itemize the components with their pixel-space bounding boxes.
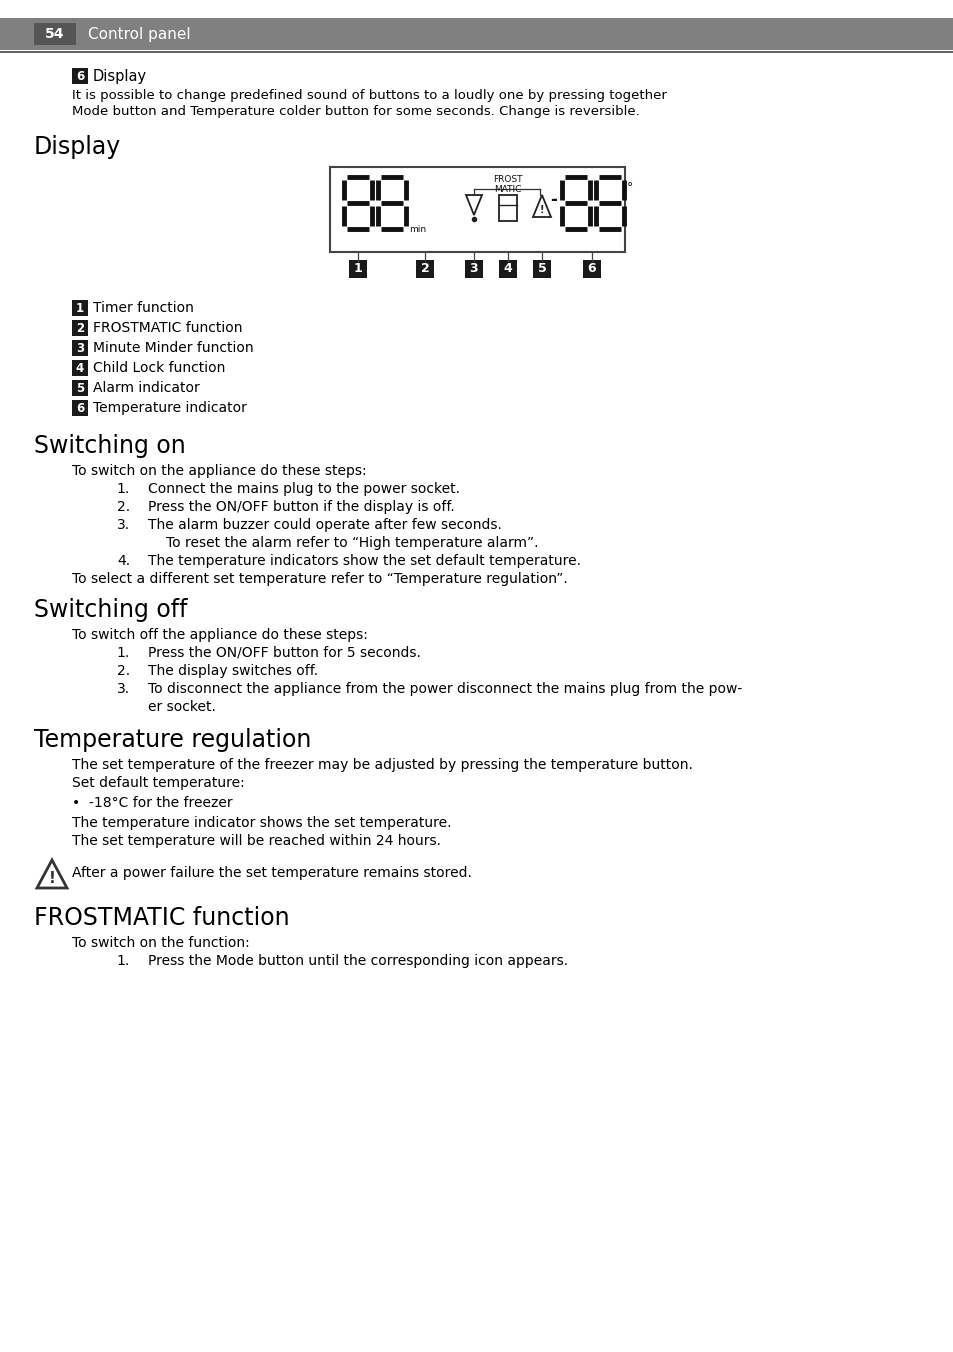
Text: The alarm buzzer could operate after few seconds.: The alarm buzzer could operate after few… <box>148 518 501 531</box>
Text: Control panel: Control panel <box>88 27 191 42</box>
Text: Press the ON/OFF button for 5 seconds.: Press the ON/OFF button for 5 seconds. <box>148 646 420 660</box>
Text: The temperature indicator shows the set temperature.: The temperature indicator shows the set … <box>71 817 451 830</box>
Text: 3: 3 <box>469 262 477 276</box>
Text: 2: 2 <box>420 262 429 276</box>
Text: FROST: FROST <box>493 174 522 184</box>
Text: 4: 4 <box>76 361 84 375</box>
Bar <box>71 339 88 356</box>
Text: FROSTMATIC function: FROSTMATIC function <box>34 906 290 930</box>
Text: 1: 1 <box>354 262 362 276</box>
Text: The display switches off.: The display switches off. <box>148 664 317 677</box>
Bar <box>464 260 482 279</box>
Text: To reset the alarm refer to “High temperature alarm”.: To reset the alarm refer to “High temper… <box>166 535 537 550</box>
Text: 4.: 4. <box>117 554 130 568</box>
Bar <box>416 260 434 279</box>
Text: After a power failure the set temperature remains stored.: After a power failure the set temperatur… <box>71 867 472 880</box>
Text: Connect the mains plug to the power socket.: Connect the mains plug to the power sock… <box>148 483 459 496</box>
Text: Alarm indicator: Alarm indicator <box>92 381 199 395</box>
Text: 3.: 3. <box>117 518 130 531</box>
Text: 6: 6 <box>76 402 84 415</box>
Text: 2.: 2. <box>117 664 130 677</box>
Text: 6: 6 <box>587 262 596 276</box>
Text: 1: 1 <box>76 301 84 315</box>
Text: 6: 6 <box>76 69 84 82</box>
Text: Timer function: Timer function <box>92 301 193 315</box>
Text: The temperature indicators show the set default temperature.: The temperature indicators show the set … <box>148 554 580 568</box>
Text: Temperature regulation: Temperature regulation <box>34 727 311 752</box>
Bar <box>498 195 517 220</box>
Text: !: ! <box>49 871 55 886</box>
Bar <box>71 400 88 416</box>
Text: To switch on the appliance do these steps:: To switch on the appliance do these step… <box>71 464 366 479</box>
Text: The set temperature of the freezer may be adjusted by pressing the temperature b: The set temperature of the freezer may b… <box>71 758 692 772</box>
Text: -: - <box>550 191 557 210</box>
Text: To select a different set temperature refer to “Temperature regulation”.: To select a different set temperature re… <box>71 572 567 585</box>
Text: 2.: 2. <box>117 500 130 514</box>
Text: 1.: 1. <box>116 483 130 496</box>
Bar <box>71 360 88 376</box>
Text: Press the Mode button until the corresponding icon appears.: Press the Mode button until the correspo… <box>148 955 568 968</box>
Bar <box>533 260 551 279</box>
Text: To switch on the function:: To switch on the function: <box>71 936 250 950</box>
Bar <box>34 23 76 45</box>
Text: Temperature indicator: Temperature indicator <box>92 402 247 415</box>
Text: 54: 54 <box>45 27 65 41</box>
Text: Switching off: Switching off <box>34 598 188 622</box>
Text: min: min <box>409 224 426 234</box>
Text: Child Lock function: Child Lock function <box>92 361 225 375</box>
Text: Display: Display <box>34 135 121 160</box>
Text: The set temperature will be reached within 24 hours.: The set temperature will be reached with… <box>71 834 440 848</box>
Text: er socket.: er socket. <box>148 700 215 714</box>
Text: Set default temperature:: Set default temperature: <box>71 776 245 790</box>
Text: Mode button and Temperature colder button for some seconds. Change is reversible: Mode button and Temperature colder butto… <box>71 105 639 118</box>
Bar <box>71 68 88 84</box>
Text: !: ! <box>539 206 543 215</box>
Text: Switching on: Switching on <box>34 434 186 458</box>
Text: 3.: 3. <box>117 681 130 696</box>
Text: To disconnect the appliance from the power disconnect the mains plug from the po: To disconnect the appliance from the pow… <box>148 681 741 696</box>
Bar <box>71 300 88 316</box>
Text: 2: 2 <box>76 322 84 334</box>
Bar <box>71 380 88 396</box>
Bar <box>71 320 88 337</box>
Text: Press the ON/OFF button if the display is off.: Press the ON/OFF button if the display i… <box>148 500 455 514</box>
Text: It is possible to change predefined sound of buttons to a loudly one by pressing: It is possible to change predefined soun… <box>71 89 666 101</box>
Text: 5: 5 <box>76 381 84 395</box>
Bar <box>582 260 600 279</box>
Text: FROSTMATIC function: FROSTMATIC function <box>92 320 242 335</box>
Text: Display: Display <box>92 69 147 84</box>
Bar <box>0 18 953 50</box>
Text: Minute Minder function: Minute Minder function <box>92 341 253 356</box>
Bar <box>349 260 367 279</box>
Text: 3: 3 <box>76 342 84 354</box>
Bar <box>330 168 624 251</box>
Bar <box>498 260 517 279</box>
Text: 1.: 1. <box>116 955 130 968</box>
Text: °: ° <box>626 181 633 193</box>
Text: 1.: 1. <box>116 646 130 660</box>
Text: To switch off the appliance do these steps:: To switch off the appliance do these ste… <box>71 627 368 642</box>
Text: 4: 4 <box>503 262 512 276</box>
Text: 5: 5 <box>537 262 546 276</box>
Text: MATIC: MATIC <box>494 185 521 193</box>
Text: •  -18°C for the freezer: • -18°C for the freezer <box>71 796 233 810</box>
